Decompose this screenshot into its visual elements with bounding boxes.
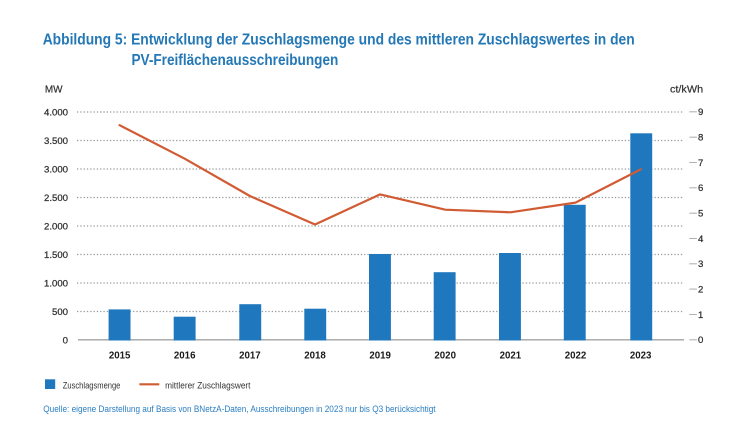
svg-text:Quelle: eigene Darstellung auf: Quelle: eigene Darstellung auf Basis von…	[43, 404, 436, 414]
svg-text:PV-Freiflächenausschreibungen: PV-Freiflächenausschreibungen	[132, 52, 339, 69]
svg-text:0: 0	[698, 335, 703, 346]
svg-text:MW: MW	[45, 85, 63, 96]
svg-text:3.000: 3.000	[44, 164, 68, 175]
svg-text:7: 7	[698, 158, 703, 169]
svg-text:2022: 2022	[565, 350, 587, 361]
svg-text:Abbildung 5: Entwicklung der Z: Abbildung 5: Entwicklung der Zuschlagsme…	[43, 32, 635, 49]
svg-text:6: 6	[698, 183, 703, 194]
svg-text:500: 500	[52, 307, 68, 318]
svg-text:3.500: 3.500	[44, 136, 68, 147]
svg-text:2021: 2021	[500, 350, 522, 361]
svg-text:2.000: 2.000	[44, 221, 68, 232]
svg-text:2023: 2023	[630, 350, 652, 361]
svg-text:5: 5	[698, 209, 703, 220]
svg-text:2: 2	[698, 285, 703, 296]
svg-text:ct/kWh: ct/kWh	[670, 85, 703, 96]
svg-text:2019: 2019	[369, 350, 391, 361]
svg-text:9: 9	[698, 107, 703, 118]
svg-text:8: 8	[698, 133, 703, 144]
svg-text:2016: 2016	[174, 350, 196, 361]
svg-text:4.000: 4.000	[44, 107, 68, 118]
svg-text:2018: 2018	[304, 350, 326, 361]
svg-text:mittlerer Zuschlagswert: mittlerer Zuschlagswert	[165, 380, 251, 390]
svg-text:3: 3	[698, 259, 703, 270]
svg-text:1.500: 1.500	[44, 250, 68, 261]
svg-text:2015: 2015	[109, 350, 131, 361]
svg-text:Zuschlagsmenge: Zuschlagsmenge	[63, 380, 121, 390]
svg-text:1: 1	[698, 310, 703, 321]
svg-text:2.500: 2.500	[44, 193, 68, 204]
svg-text:4: 4	[698, 234, 704, 245]
svg-text:1.000: 1.000	[44, 278, 68, 289]
svg-text:2020: 2020	[434, 350, 456, 361]
svg-text:0: 0	[63, 335, 68, 346]
svg-text:2017: 2017	[239, 350, 261, 361]
